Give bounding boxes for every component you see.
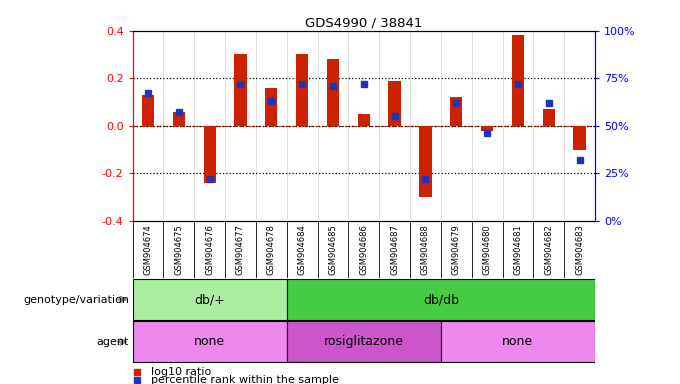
Text: agent: agent [97,337,129,347]
Text: GSM904675: GSM904675 [174,224,184,275]
Bar [265,88,277,126]
Bar [327,59,339,126]
Text: GSM904680: GSM904680 [483,224,492,275]
Text: GSM904674: GSM904674 [143,224,152,275]
Text: none: none [194,335,225,348]
Bar [173,111,185,126]
Bar [450,97,462,126]
Text: db/db: db/db [423,293,459,306]
Text: percentile rank within the sample: percentile rank within the sample [151,375,339,384]
Text: GSM904685: GSM904685 [328,224,337,275]
Bar [481,126,493,131]
Bar [441,321,595,362]
Text: rosiglitazone: rosiglitazone [324,335,404,348]
Text: log10 ratio: log10 ratio [151,367,211,377]
Bar [543,109,555,126]
Text: GSM904686: GSM904686 [359,224,369,275]
Text: none: none [503,335,534,348]
Text: GSM904681: GSM904681 [513,224,522,275]
Bar [358,114,370,126]
Text: GSM904678: GSM904678 [267,224,276,275]
Bar [512,35,524,126]
Text: GSM904676: GSM904676 [205,224,214,275]
Text: GSM904679: GSM904679 [452,224,461,275]
Text: GSM904684: GSM904684 [298,224,307,275]
Title: GDS4990 / 38841: GDS4990 / 38841 [305,17,422,30]
Bar [235,55,247,126]
Bar [133,279,287,320]
Bar [296,55,308,126]
Text: GSM904683: GSM904683 [575,224,584,275]
Bar [287,279,595,320]
Bar [420,126,432,197]
Text: db/+: db/+ [194,293,225,306]
Bar [142,95,154,126]
Text: GSM904688: GSM904688 [421,224,430,275]
Bar [388,81,401,126]
Bar [287,321,441,362]
Text: GSM904677: GSM904677 [236,224,245,275]
Text: GSM904682: GSM904682 [544,224,554,275]
Bar [573,126,585,149]
Text: genotype/variation: genotype/variation [23,295,129,305]
Text: GSM904687: GSM904687 [390,224,399,275]
Bar [203,126,216,183]
Bar [133,321,287,362]
